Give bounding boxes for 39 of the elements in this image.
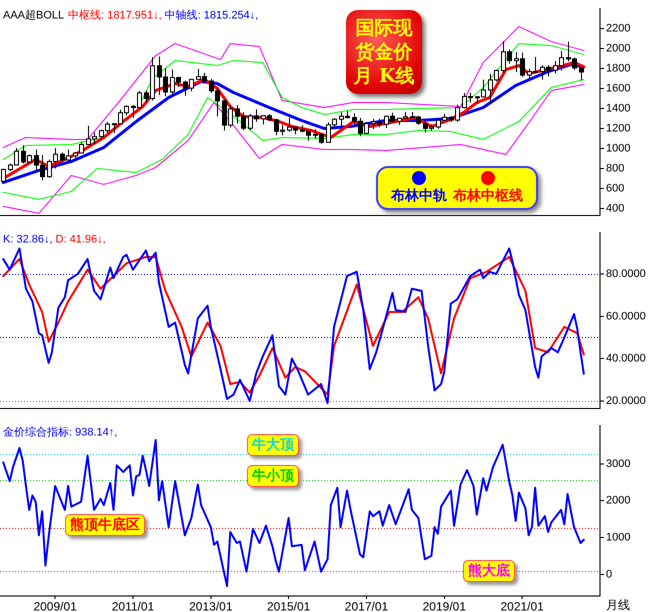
annotation: D: 41.96↓, bbox=[56, 234, 106, 246]
x-tick-label: 2011/01 bbox=[112, 600, 155, 612]
annotation: K: 32.86↓, bbox=[3, 234, 53, 246]
legend-label: 布林中轨 bbox=[391, 188, 447, 204]
y-tick-label: 1400 bbox=[606, 102, 630, 115]
y-tick-label: 800 bbox=[606, 162, 624, 174]
ref-line-label: 牛大顶 bbox=[247, 434, 299, 456]
legend-label: 布林中枢线 bbox=[453, 188, 523, 204]
x-tick-label: 2019/01 bbox=[422, 600, 466, 612]
y-tick-label: 3000 bbox=[606, 458, 630, 470]
annotation: 中枢线: 1817.951↓, bbox=[68, 8, 162, 22]
x-tick-label: 2017/01 bbox=[344, 600, 388, 612]
text: 月线 bbox=[606, 597, 630, 612]
ref-line-label: 牛小顶 bbox=[247, 465, 299, 487]
y-tick-label: 400 bbox=[606, 202, 624, 214]
y-tick-label: 80.0000 bbox=[606, 268, 646, 280]
y-tick-label: 1800 bbox=[606, 62, 630, 75]
x-tick-label: 2015/01 bbox=[266, 600, 311, 612]
y-tick-label: 1200 bbox=[606, 122, 630, 135]
y-tick-label: 0 bbox=[606, 568, 612, 580]
x-tick-label: 2021/01 bbox=[500, 600, 544, 612]
y-tick-label: 1000 bbox=[606, 142, 630, 154]
y-tick-label: 60.0000 bbox=[606, 310, 646, 322]
y-tick-label: 600 bbox=[606, 182, 624, 194]
y-tick-label: 1600 bbox=[606, 82, 630, 95]
chart-title: 金价综合指标: 938.14↑, bbox=[3, 426, 118, 439]
y-tick-label: 2000 bbox=[606, 494, 630, 507]
y-tick-label: 40.0000 bbox=[606, 352, 646, 365]
y-tick-label: 20.0000 bbox=[606, 395, 646, 408]
ref-line-label: 熊大底 bbox=[463, 560, 515, 582]
ref-line-label: 熊顶牛底区 bbox=[65, 514, 145, 536]
annotation: 中轴线: 1815.254↓, bbox=[164, 8, 258, 22]
y-tick-label: 2200 bbox=[606, 22, 630, 35]
annotation: 国际现货金价月 K线 bbox=[346, 10, 422, 94]
y-tick-label: 1000 bbox=[606, 532, 630, 544]
chart-title: AAA超BOLL bbox=[3, 10, 64, 22]
y-tick-label: 2000 bbox=[606, 42, 630, 55]
x-tick-label: 2009/01 bbox=[33, 600, 78, 612]
x-tick-label: 2013/01 bbox=[189, 600, 233, 612]
